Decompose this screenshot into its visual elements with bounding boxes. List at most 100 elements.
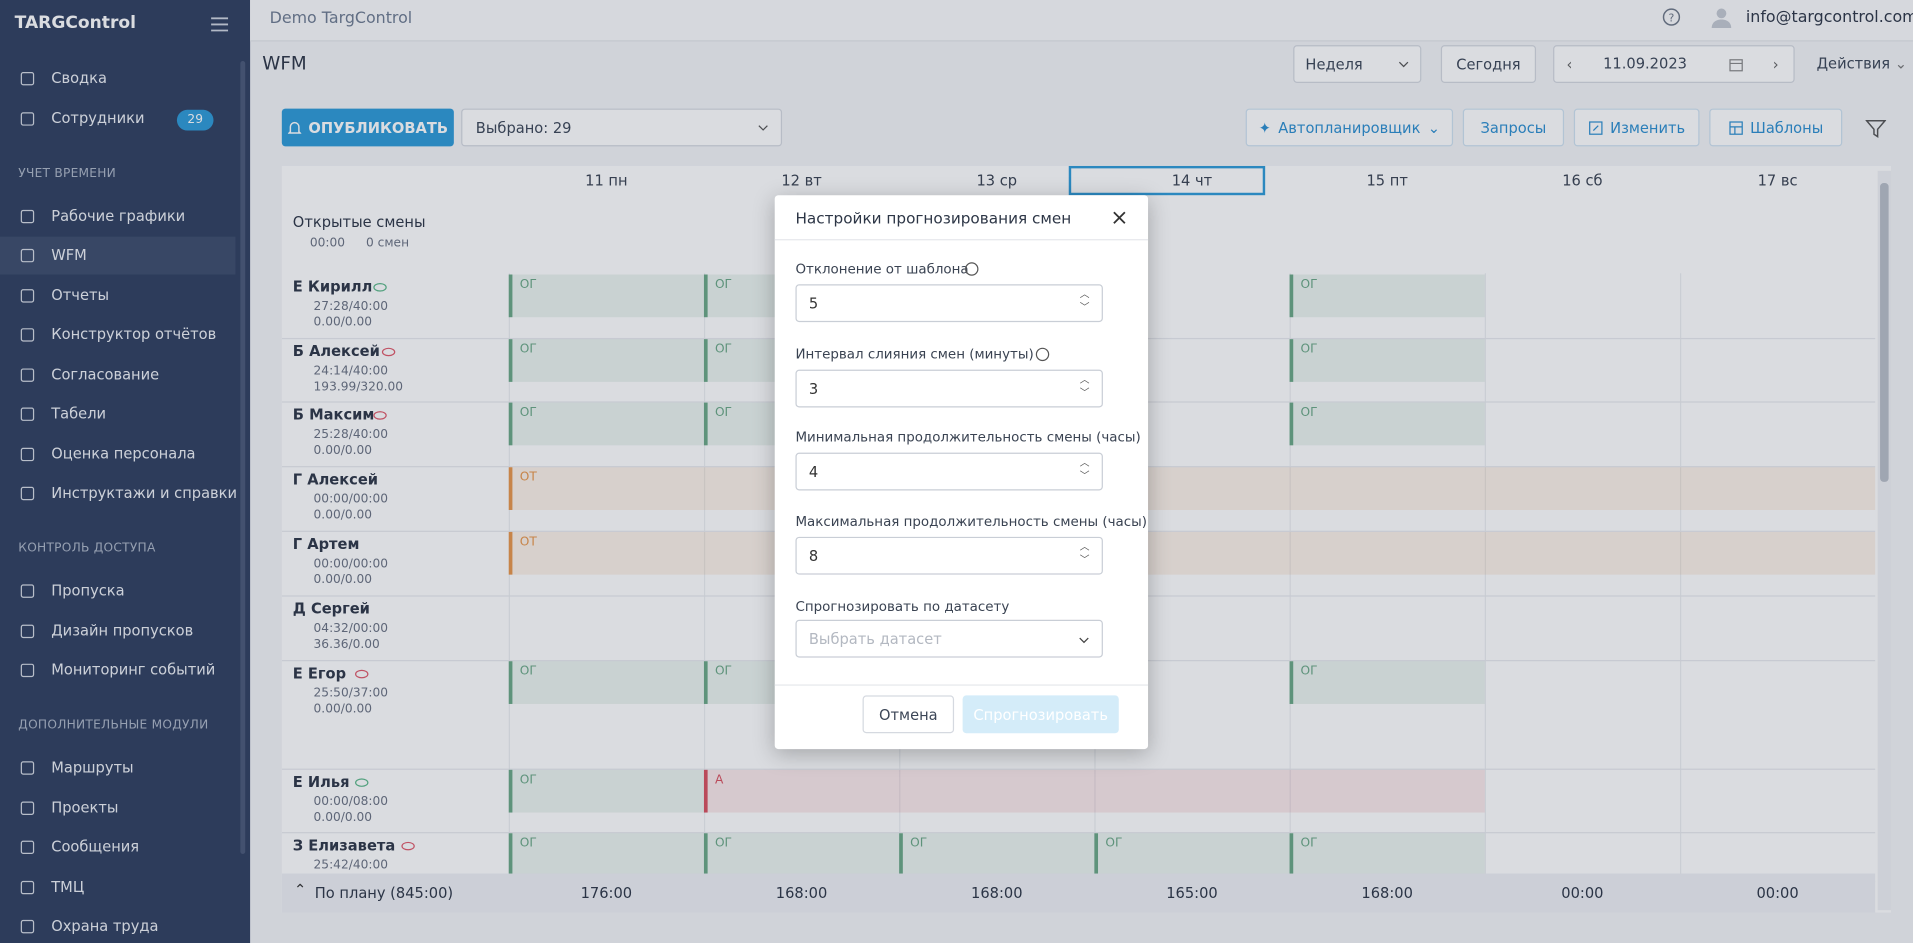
next[interactable]: › xyxy=(1772,56,1779,74)
publish-button[interactable]: ОПУБЛИКОВАТЬ xyxy=(281,108,454,147)
employee-money: 0.00/0.00 xyxy=(313,811,372,825)
nav-item[interactable]: Инструктажи и справки xyxy=(51,484,238,502)
shift-cell[interactable]: ОГ xyxy=(508,661,704,704)
shift-label: ОГ xyxy=(1300,278,1318,292)
selected-select[interactable]: Выбрано: 29 xyxy=(461,108,783,147)
icon xyxy=(20,919,35,934)
shift-cell[interactable]: ОГ xyxy=(703,833,900,876)
nav-item[interactable]: Конструктор отчётов xyxy=(51,325,217,343)
shift-cell[interactable]: А xyxy=(703,769,1485,813)
nav-item[interactable]: Пропуска xyxy=(51,581,125,600)
spinner: ︿ ﹀ xyxy=(1079,289,1090,313)
icon xyxy=(20,288,35,302)
number-input[interactable]: 4 ︿ ﹀ xyxy=(795,452,1103,491)
shift-cell[interactable]: ОГ xyxy=(1094,833,1290,876)
nav-item[interactable]: Дизайн пропусков xyxy=(51,621,194,639)
nav-item[interactable]: Рабочие графики xyxy=(51,206,186,224)
shift-label: ОГ xyxy=(1105,836,1123,851)
number-input[interactable]: 5 ︿ ﹀ xyxy=(795,284,1103,323)
shift-cell[interactable]: ОГ xyxy=(508,274,704,318)
nav-item[interactable]: Проекты xyxy=(51,798,119,816)
filter-icon[interactable] xyxy=(1865,120,1887,140)
nav-item[interactable]: Табели xyxy=(51,405,107,423)
employee-hours: 00:00/08:00 xyxy=(313,795,388,809)
actions: Действия xyxy=(1816,54,1891,72)
nav-item[interactable]: Мониторинг событий xyxy=(51,661,216,679)
svg-text:?: ? xyxy=(1669,11,1675,24)
nav-item[interactable]: ТМЦ xyxy=(51,877,85,895)
icon xyxy=(20,447,35,461)
employee-name: Г Артем xyxy=(292,535,360,553)
column-line xyxy=(703,273,706,913)
shift-cell[interactable]: ОГ xyxy=(508,339,704,382)
shift-label: ОГ xyxy=(714,836,732,851)
nav-item[interactable]: Согласование xyxy=(51,365,160,383)
open-shifts-count: 0 смен xyxy=(366,236,410,251)
number-input[interactable]: 3 ︿ ﹀ xyxy=(795,369,1103,408)
employee-name: Г Алексей xyxy=(292,470,379,489)
nav-item[interactable]: Сообщения xyxy=(51,838,140,856)
today-button[interactable]: Сегодня xyxy=(1440,45,1537,83)
nav-item[interactable]: Оценка персонала xyxy=(51,444,196,462)
field-label: Минимальная продолжительность смены (час… xyxy=(795,429,1141,446)
shift-label: ОГ xyxy=(519,342,537,357)
nav-item[interactable]: Маршруты xyxy=(51,758,134,776)
nav-item[interactable]: Сотрудники xyxy=(51,109,145,127)
period: Неделя xyxy=(1305,55,1363,73)
close-button[interactable] xyxy=(1113,211,1126,224)
shift-cell[interactable]: ОГ xyxy=(899,833,1095,876)
cancel-button[interactable]: Отмена xyxy=(862,695,955,734)
submit-button[interactable]: Спрогнозировать xyxy=(962,695,1119,734)
menu-toggle[interactable] xyxy=(211,17,229,32)
actions-menu[interactable]: Действия ⌄ xyxy=(1816,54,1908,72)
open-shifts-time: 00:00 xyxy=(309,236,346,251)
shift-label: ОГ xyxy=(714,406,732,420)
shift-cell[interactable]: ОГ xyxy=(1289,402,1485,446)
active-item xyxy=(0,236,236,275)
shift-cell[interactable]: ОГ xyxy=(1289,339,1485,382)
shift-label: ОГ xyxy=(714,664,732,679)
divider xyxy=(774,684,1149,686)
employee-hours: 00:00/00:00 xyxy=(313,557,388,571)
number-input[interactable]: 8 ︿ ﹀ xyxy=(795,536,1103,575)
footer-total: 176:00 xyxy=(580,884,633,902)
period-select[interactable]: Неделя xyxy=(1293,45,1422,83)
nav-item[interactable]: Сводка xyxy=(51,69,108,87)
shift-cell[interactable]: ОТ xyxy=(508,467,1876,510)
shift-cell[interactable]: ОГ xyxy=(1289,661,1485,704)
spinner: ︿ ﹀ xyxy=(1079,457,1090,481)
footer-total: 168:00 xyxy=(971,884,1023,902)
requests-button[interactable]: Запросы xyxy=(1462,108,1565,147)
edit-button[interactable]: Изменить xyxy=(1573,108,1700,147)
shift-cell[interactable]: ОГ xyxy=(508,833,704,876)
day-header: 14 чт xyxy=(1171,172,1213,190)
help-icon[interactable]: ? xyxy=(1662,7,1682,27)
shift-cell[interactable]: ОГ xyxy=(508,769,704,813)
eye-icon xyxy=(400,841,415,851)
autoplanner-button[interactable]: ✦ Автопланировщик ⌄ xyxy=(1245,108,1454,147)
nav-item[interactable]: Отчеты xyxy=(51,286,110,304)
dataset-select[interactable]: Выбрать датасет xyxy=(795,619,1103,658)
section-title: ДОПОЛНИТЕЛЬНЫЕ МОДУЛИ xyxy=(18,718,209,733)
row-line xyxy=(281,768,1876,770)
shift-label: ОГ xyxy=(714,342,732,357)
grid-scrollbar xyxy=(1877,170,1892,911)
nav-item[interactable]: Охрана труда xyxy=(51,917,159,935)
avatar[interactable] xyxy=(1710,6,1732,29)
nav-item[interactable]: WFM xyxy=(51,246,87,264)
date-picker[interactable]: ‹ 11.09.2023 › xyxy=(1553,45,1795,83)
shift-cell[interactable]: ОГ xyxy=(1289,274,1485,318)
shift-cell[interactable]: ОТ xyxy=(508,531,1876,575)
shift-cell[interactable]: ОГ xyxy=(1289,833,1485,876)
templates-button[interactable]: Шаблоны xyxy=(1709,108,1843,147)
user-email[interactable]: info@targcontrol.com xyxy=(1745,8,1913,27)
prev[interactable]: ‹ xyxy=(1566,56,1573,74)
shift-cell[interactable]: ОГ xyxy=(508,402,704,446)
help-icon xyxy=(1035,347,1050,362)
publish: ОПУБЛИКОВАТЬ xyxy=(308,118,449,137)
section-title: УЧЕТ ВРЕМЕНИ xyxy=(18,166,117,180)
input-value: 4 xyxy=(808,463,819,481)
column-line xyxy=(1484,273,1486,913)
